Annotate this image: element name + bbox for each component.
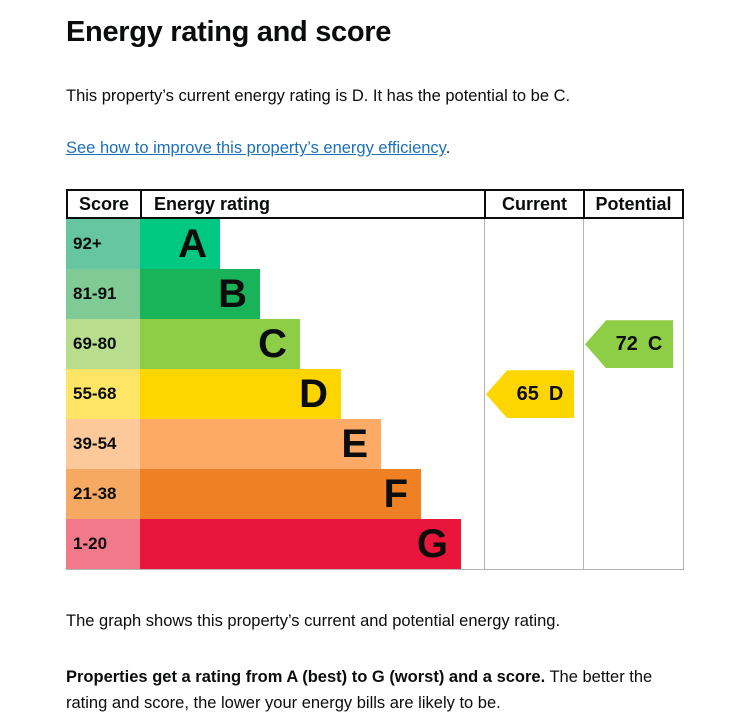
chart-body: 92+ A 81-91 B xyxy=(66,219,684,571)
potential-rating-arrow: 72 C xyxy=(585,320,673,369)
band-bar-g: G xyxy=(140,519,461,570)
band-letter-a: A xyxy=(178,222,207,267)
score-range-a: 92+ xyxy=(66,219,140,270)
potential-cell xyxy=(583,519,684,570)
potential-cell xyxy=(583,269,684,320)
band-bar-c: C xyxy=(140,319,300,370)
potential-cell: 72 C xyxy=(583,319,684,370)
current-cell xyxy=(484,219,583,270)
band-row-a: 92+ A xyxy=(66,219,684,270)
potential-letter: C xyxy=(647,332,663,355)
current-cell xyxy=(484,469,583,520)
current-score: 65 xyxy=(516,382,539,405)
link-suffix: . xyxy=(445,139,451,158)
band-bar-e: E xyxy=(140,419,381,470)
band-letter-f: F xyxy=(383,472,408,517)
potential-cell xyxy=(583,369,684,420)
energy-rating-chart: Score Energy rating Current Potential 92… xyxy=(66,189,684,571)
band-bar-b: B xyxy=(140,269,260,320)
column-header-energy-rating: Energy rating xyxy=(140,189,484,220)
band-letter-c: C xyxy=(258,322,287,367)
improve-energy-efficiency-link[interactable]: See how to improve this property’s energ… xyxy=(66,139,446,158)
band-letter-g: G xyxy=(416,522,448,567)
score-range-c: 69-80 xyxy=(66,319,140,370)
current-cell xyxy=(484,519,583,570)
improve-link-line: See how to improve this property’s energ… xyxy=(66,139,684,158)
page-title: Energy rating and score xyxy=(66,16,392,48)
current-rating-arrow: 65 D xyxy=(486,370,574,419)
band-row-d: 55-68 D 65 D xyxy=(66,369,684,420)
current-cell xyxy=(484,419,583,470)
band-bar-cell: G xyxy=(140,519,484,570)
intro-text: This property’s current energy rating is… xyxy=(66,87,571,105)
rating-explanation-rest: The better the rating and score, the low… xyxy=(66,667,653,712)
rating-explanation: Properties get a rating from A (best) to… xyxy=(66,664,684,716)
band-row-c: 69-80 C 72 C xyxy=(66,319,684,370)
band-bar-cell: A xyxy=(140,219,484,270)
band-bar-cell: E xyxy=(140,419,484,470)
potential-cell xyxy=(583,469,684,520)
current-cell xyxy=(484,319,583,370)
band-bar-f: F xyxy=(140,469,421,520)
chart-header: Score Energy rating Current Potential xyxy=(66,189,684,220)
current-letter: D xyxy=(548,382,564,405)
band-row-f: 21-38 F xyxy=(66,469,684,520)
score-range-b: 81-91 xyxy=(66,269,140,320)
score-range-d: 55-68 xyxy=(66,369,140,420)
band-bar-cell: B xyxy=(140,269,484,320)
rating-explanation-bold: Properties get a rating from A (best) to… xyxy=(66,667,546,686)
column-header-current: Current xyxy=(484,189,583,220)
current-cell: 65 D xyxy=(484,369,583,420)
score-range-g: 1-20 xyxy=(66,519,140,570)
band-bar-cell: C xyxy=(140,319,484,370)
column-header-score: Score xyxy=(66,189,140,220)
column-header-potential: Potential xyxy=(583,189,684,220)
band-bar-a: A xyxy=(140,219,220,270)
potential-cell xyxy=(583,219,684,270)
score-range-e: 39-54 xyxy=(66,419,140,470)
score-range-f: 21-38 xyxy=(66,469,140,520)
band-letter-b: B xyxy=(218,272,247,317)
band-bar-cell: D xyxy=(140,369,484,420)
band-bar-d: D xyxy=(140,369,341,420)
potential-score: 72 xyxy=(615,332,638,355)
graph-note: The graph shows this property’s current … xyxy=(66,612,561,631)
band-letter-e: E xyxy=(341,422,368,467)
potential-cell xyxy=(583,419,684,470)
band-letter-d: D xyxy=(299,372,328,417)
current-cell xyxy=(484,269,583,320)
band-row-b: 81-91 B xyxy=(66,269,684,320)
band-row-g: 1-20 G xyxy=(66,519,684,570)
band-bar-cell: F xyxy=(140,469,484,520)
band-row-e: 39-54 E xyxy=(66,419,684,470)
content: Energy rating and score This property’s … xyxy=(66,0,684,716)
